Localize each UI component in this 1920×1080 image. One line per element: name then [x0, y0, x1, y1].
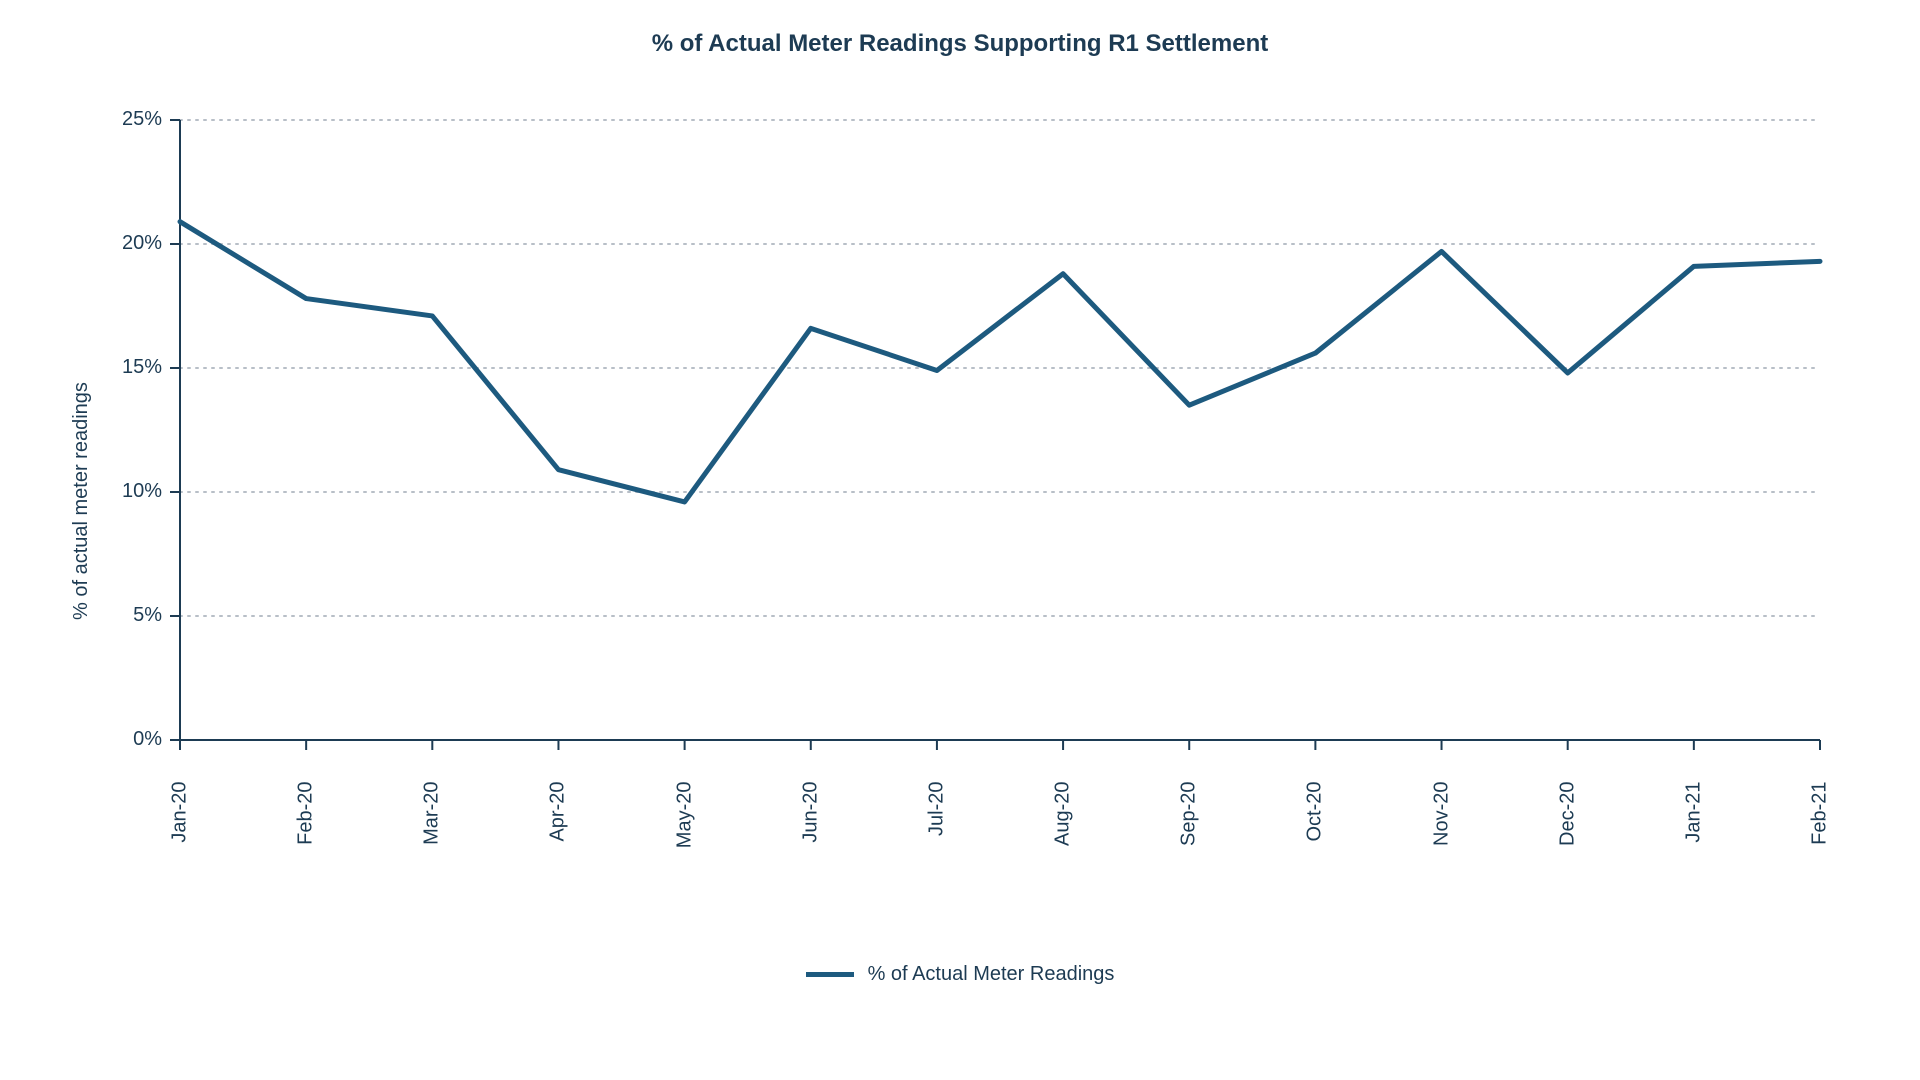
y-axis-title: % of actual meter readings	[70, 382, 93, 620]
y-tick-label: 10%	[122, 480, 162, 503]
x-tick-label: Jan-21	[1682, 782, 1705, 902]
y-tick-label: 5%	[133, 604, 162, 627]
chart-container: % of Actual Meter Readings Supporting R1…	[0, 0, 1920, 1080]
x-tick-label: Jul-20	[925, 782, 948, 902]
legend-item: % of Actual Meter Readings	[806, 963, 1115, 986]
x-tick-label: Feb-21	[1809, 782, 1832, 902]
y-tick-label: 0%	[133, 728, 162, 751]
data-line	[180, 222, 1820, 502]
x-tick-label: Jan-20	[169, 782, 192, 902]
legend-line-icon	[806, 972, 854, 977]
plot-area	[180, 120, 1820, 740]
y-tick-label: 25%	[122, 108, 162, 131]
legend: % of Actual Meter Readings	[0, 960, 1920, 986]
chart-title: % of Actual Meter Readings Supporting R1…	[0, 30, 1920, 58]
x-tick-label: Nov-20	[1430, 782, 1453, 902]
x-tick-label: Sep-20	[1178, 782, 1201, 902]
x-tick-label: Oct-20	[1304, 782, 1327, 902]
x-tick-label: Feb-20	[295, 782, 318, 902]
legend-label: % of Actual Meter Readings	[868, 963, 1115, 986]
x-tick-label: May-20	[673, 782, 696, 902]
y-tick-label: 20%	[122, 232, 162, 255]
x-tick-label: Aug-20	[1052, 782, 1075, 902]
x-tick-label: Dec-20	[1556, 782, 1579, 902]
x-tick-label: Jun-20	[799, 782, 822, 902]
x-tick-label: Mar-20	[421, 782, 444, 902]
y-tick-label: 15%	[122, 356, 162, 379]
x-tick-label: Apr-20	[547, 782, 570, 902]
